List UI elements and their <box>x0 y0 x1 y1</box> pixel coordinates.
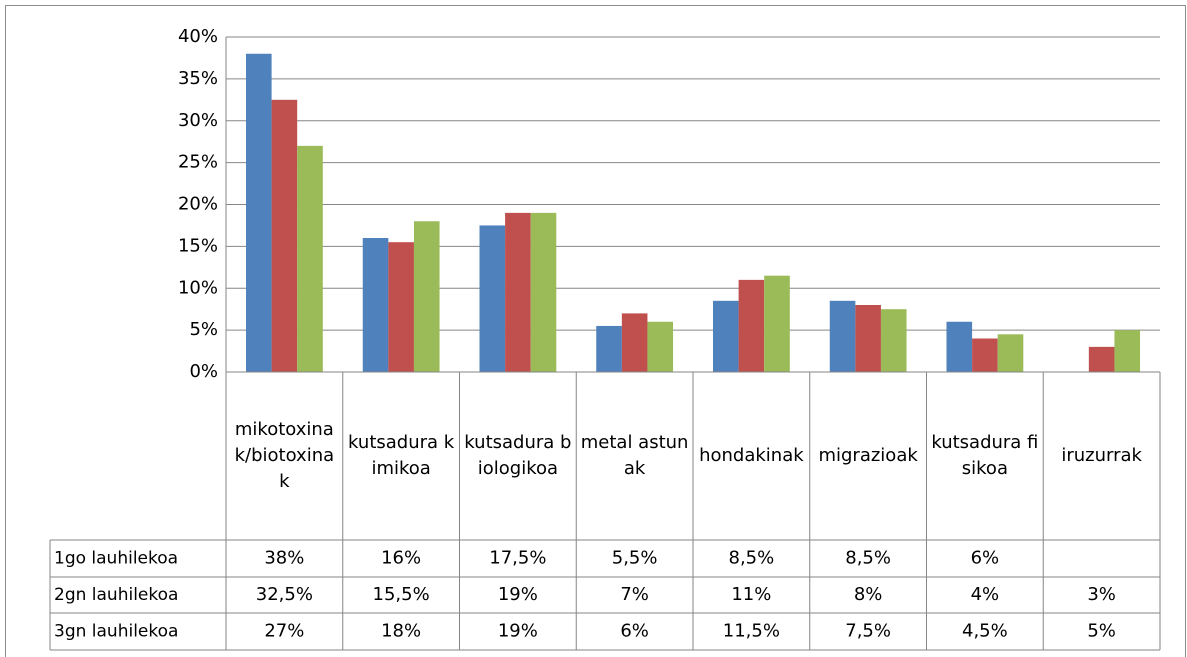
data-label: 38% <box>264 548 304 569</box>
bar <box>479 225 506 372</box>
bar <box>505 212 531 372</box>
y-tick-label: 35% <box>178 68 218 89</box>
bar <box>713 300 739 372</box>
bar <box>530 212 557 372</box>
x-tick-label: kutsadura fisikoa <box>931 432 1039 479</box>
data-label: 6% <box>971 548 1000 569</box>
x-tick-label: iruzurrak <box>1061 445 1142 466</box>
category-cell: kutsadura kimikoa <box>348 432 455 479</box>
legend-label: 1go lauhilekoa <box>54 549 178 569</box>
legend-label: 3gn lauhilekoa <box>54 622 178 642</box>
y-tick-label: 5% <box>189 319 218 340</box>
y-tick-label: 10% <box>178 277 218 298</box>
bar <box>297 145 323 372</box>
bar <box>246 53 272 372</box>
bar <box>997 334 1024 372</box>
data-label: 4,5% <box>962 621 1008 642</box>
data-label: 7% <box>620 584 649 605</box>
x-tick-label: mikotoxinak/biotoxinak <box>234 419 335 492</box>
bar <box>647 321 674 372</box>
data-label: 11% <box>731 584 771 605</box>
data-label: 6% <box>620 621 649 642</box>
data-label: 19% <box>498 584 538 605</box>
data-label: 8,5% <box>845 548 891 569</box>
x-tick-label: kutsadura kimikoa <box>348 432 455 479</box>
data-label: 7,5% <box>845 621 891 642</box>
bar <box>362 238 389 372</box>
category-cell: mikotoxinak/biotoxinak <box>234 419 335 492</box>
bar <box>388 242 414 372</box>
y-tick-label: 40% <box>178 26 218 47</box>
category-cell: hondakinak <box>699 445 804 466</box>
x-tick-label: hondakinak <box>699 445 804 466</box>
y-tick-label: 25% <box>178 152 218 173</box>
category-cell: kutsadura fisikoa <box>931 432 1039 479</box>
y-tick-label: 15% <box>178 235 218 256</box>
bar <box>621 313 648 372</box>
data-label: 3% <box>1087 584 1116 605</box>
data-label: 8% <box>854 584 883 605</box>
bar <box>738 279 765 372</box>
data-label: 15,5% <box>373 584 430 605</box>
data-label: 18% <box>381 621 421 642</box>
chart-frame <box>5 5 1186 657</box>
data-label: 5% <box>1087 621 1116 642</box>
bar <box>764 275 790 372</box>
x-tick-label: kutsadura biologikoa <box>464 432 572 479</box>
data-label: 16% <box>381 548 421 569</box>
y-tick-label: 20% <box>178 194 218 215</box>
data-label: 17,5% <box>489 548 546 569</box>
bar <box>271 99 298 372</box>
data-label: 4% <box>971 584 1000 605</box>
bar <box>972 338 998 372</box>
data-label: 27% <box>264 621 304 642</box>
data-label: 32,5% <box>256 584 313 605</box>
x-tick-label: migrazioak <box>818 445 918 466</box>
bar <box>1114 330 1141 372</box>
bar <box>855 305 881 372</box>
bar <box>1088 346 1115 372</box>
bar <box>829 300 856 372</box>
data-label: 19% <box>498 621 538 642</box>
y-tick-label: 30% <box>178 110 218 131</box>
category-cell: metal astunak <box>580 432 689 479</box>
category-cell: iruzurrak <box>1061 445 1142 466</box>
data-label: 5,5% <box>612 548 658 569</box>
category-cell: kutsadura biologikoa <box>464 432 572 479</box>
legend-label: 2gn lauhilekoa <box>54 585 178 605</box>
bar <box>596 325 622 372</box>
category-cell: migrazioak <box>818 445 918 466</box>
y-tick-label: 0% <box>189 361 218 382</box>
bar <box>946 321 973 372</box>
bar <box>880 309 907 372</box>
data-label: 8,5% <box>729 548 775 569</box>
x-tick-label: metal astunak <box>580 432 689 479</box>
data-label: 11,5% <box>723 621 780 642</box>
bar <box>413 221 440 372</box>
